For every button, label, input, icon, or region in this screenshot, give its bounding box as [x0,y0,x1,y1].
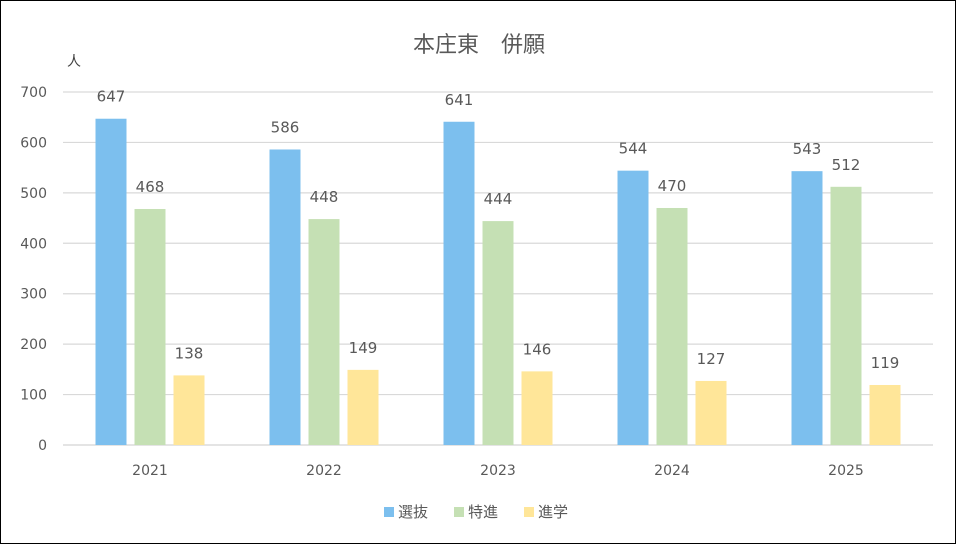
bar [269,149,301,445]
data-label: 468 [136,178,165,196]
bar [443,121,475,445]
y-tick-label: 300 [20,287,47,303]
data-label: 444 [484,190,513,208]
bar [134,208,166,445]
legend-swatch [454,507,464,517]
x-axis-categories: 2021 2022 2023 2024 2025 [132,463,864,479]
y-axis-label: 人 [67,54,81,70]
bar [791,171,823,445]
x-category-label: 2025 [828,463,864,479]
bar [95,118,127,445]
legend-item: 進学 [524,503,568,521]
x-category-label: 2023 [480,463,516,479]
data-label: 138 [175,344,204,362]
bar [617,170,649,445]
legend-label: 進学 [538,503,568,521]
bar [482,221,514,445]
y-axis-ticks: 0 100 200 300 400 500 600 700 [20,85,47,454]
data-label: 543 [793,140,822,158]
legend-label: 特進 [468,503,498,521]
data-labels: 647 468 138 586 448 149 641 444 146 544 470 127 543 5… [97,88,900,372]
data-label: 127 [697,350,726,368]
data-label: 647 [97,88,126,106]
y-tick-label: 200 [20,337,47,353]
legend-label: 選抜 [398,503,428,521]
bar [521,371,553,445]
chart-title: 本庄東 併願 [413,33,545,58]
bar [347,369,379,445]
data-label: 448 [310,188,339,206]
legend-item: 選抜 [384,503,428,521]
y-tick-label: 0 [38,438,47,454]
y-tick-label: 600 [20,135,47,151]
data-label: 119 [871,354,900,372]
data-label: 149 [349,339,378,357]
y-tick-label: 100 [20,388,47,404]
bar [869,384,901,445]
legend: 選抜 特進 進学 [384,503,568,521]
x-category-label: 2021 [132,463,168,479]
y-tick-label: 400 [20,236,47,252]
data-label: 470 [658,177,687,195]
legend-swatch [384,507,394,517]
x-category-label: 2024 [654,463,690,479]
x-category-label: 2022 [306,463,342,479]
data-label: 586 [271,118,300,136]
bar [308,219,340,445]
bars [95,118,901,445]
legend-swatch [524,507,534,517]
data-label: 641 [445,91,474,109]
y-tick-label: 700 [20,85,47,101]
data-label: 146 [523,340,552,358]
bar [695,380,727,445]
y-tick-label: 500 [20,186,47,202]
bar [830,186,862,445]
bar [173,375,205,445]
data-label: 544 [619,140,648,158]
legend-item: 特進 [454,503,498,521]
bar [656,207,688,445]
data-label: 512 [832,156,861,174]
